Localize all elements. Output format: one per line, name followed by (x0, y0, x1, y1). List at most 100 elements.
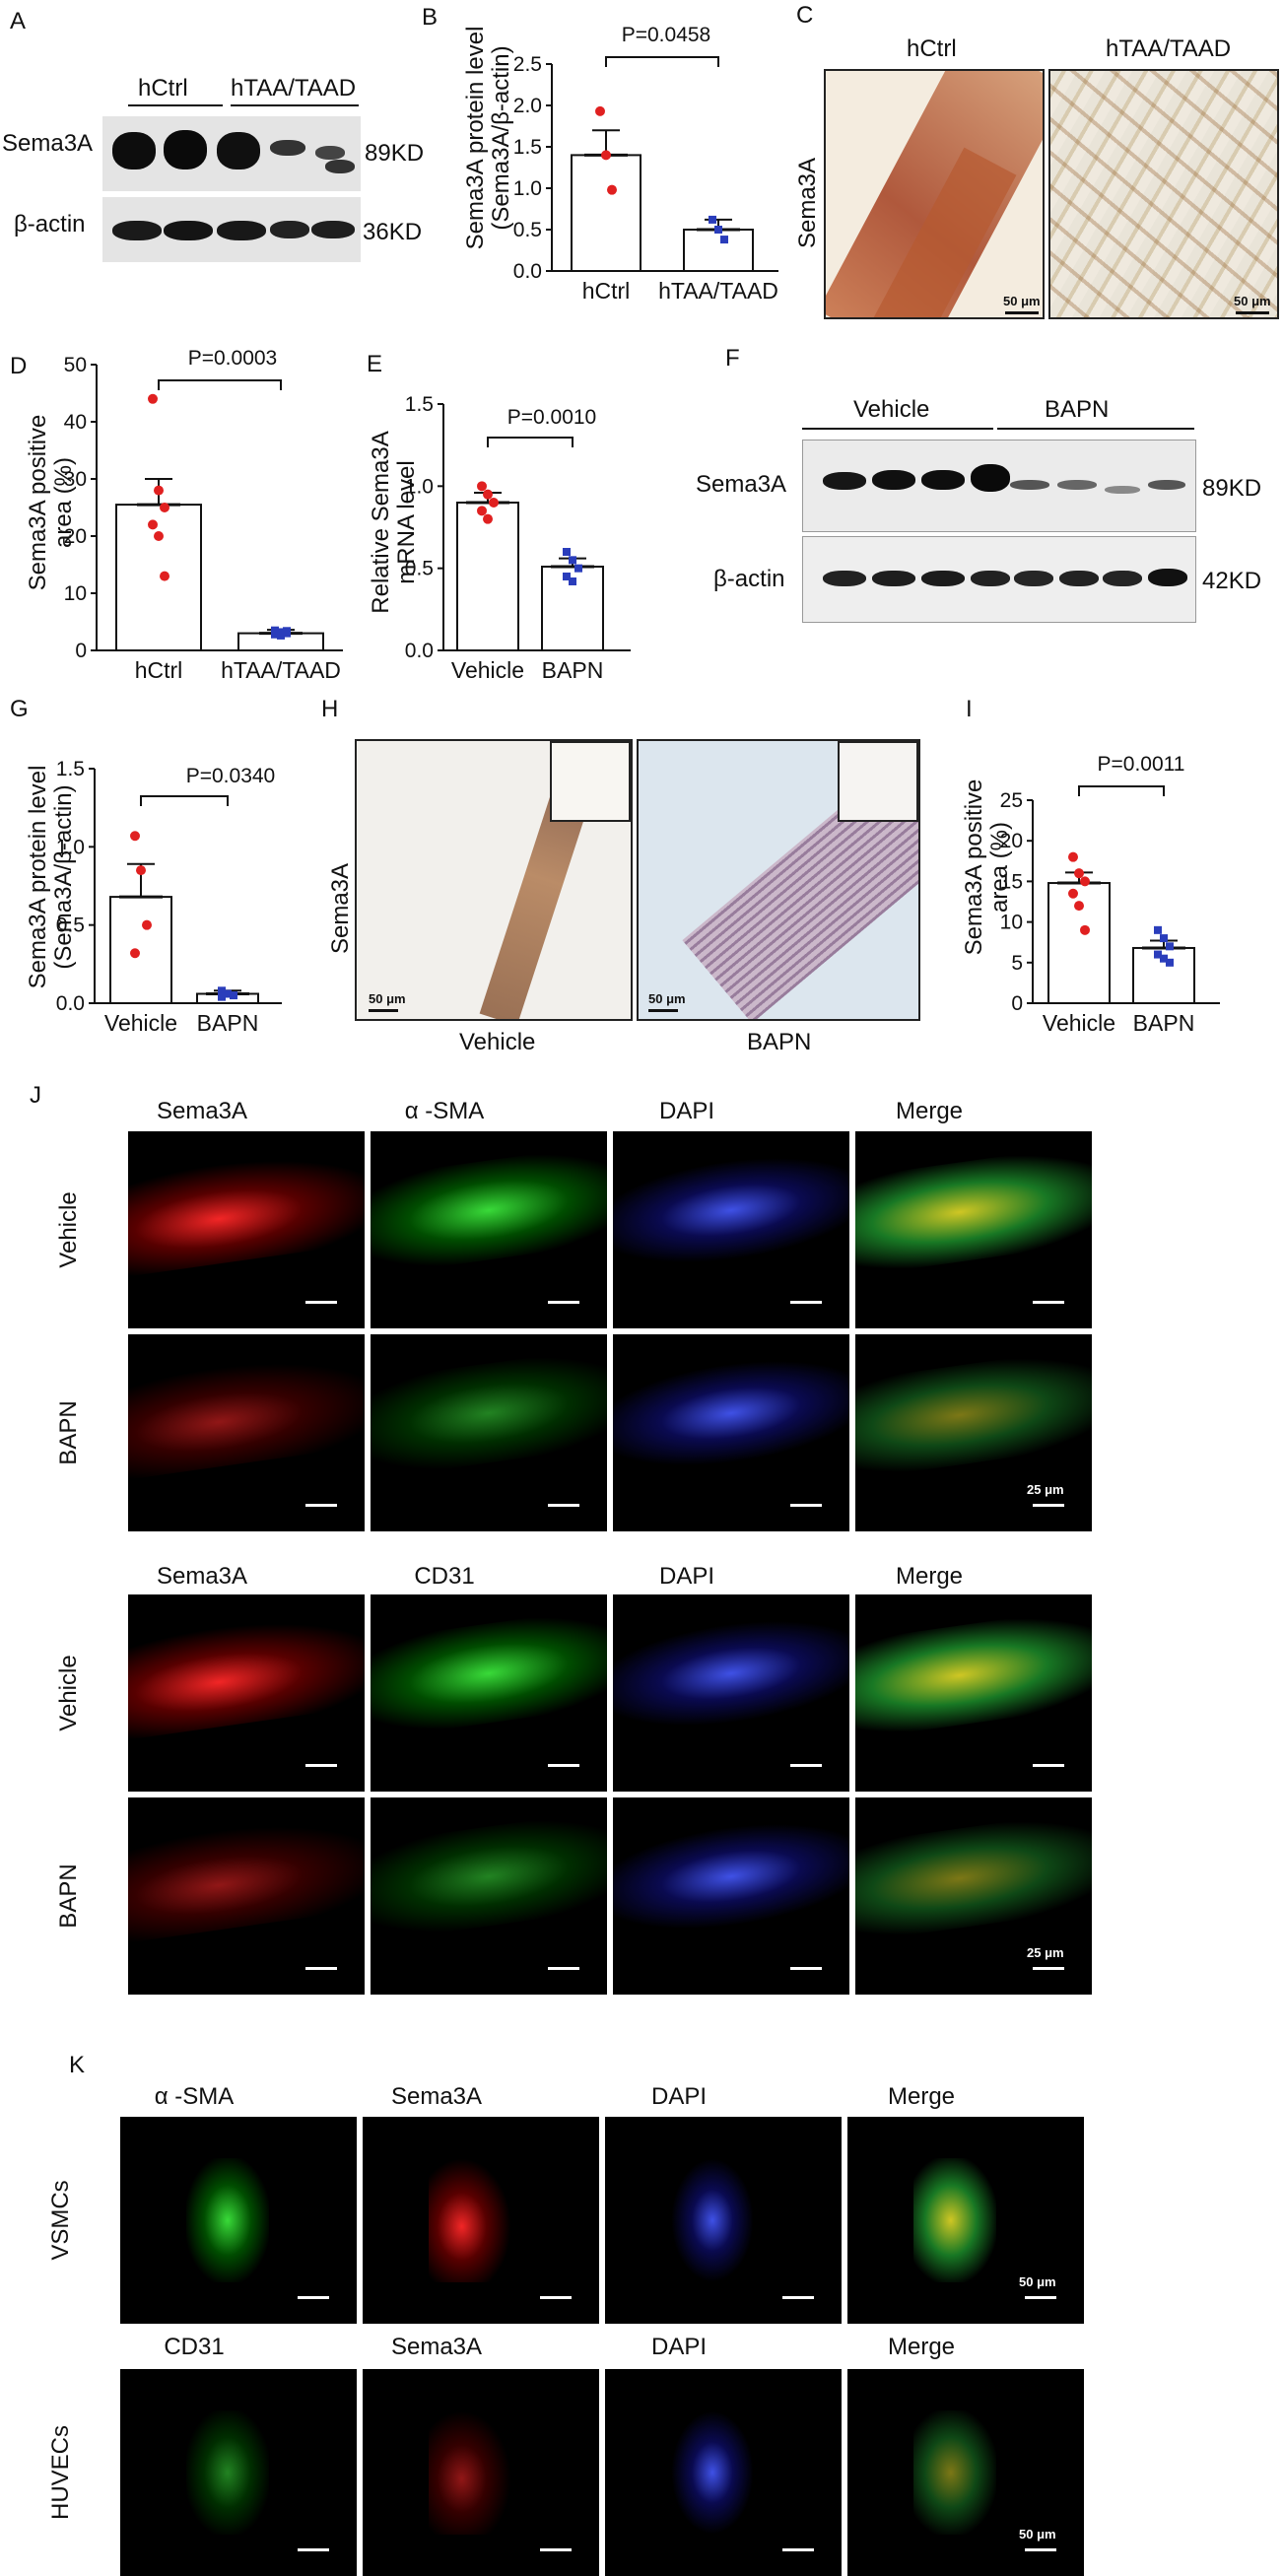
chart-i-point-0-2 (1080, 876, 1090, 887)
fluor-j2-image-r2-c3 (613, 1797, 849, 1995)
chart-d-point-1-3 (271, 630, 279, 639)
chart-b-point-0-0 (595, 105, 605, 116)
fluor-j1-image-r1-c4 (855, 1131, 1092, 1328)
ihc-h-bapn-scale-text: 50 μm (648, 991, 686, 1006)
chart-g-point-0-3 (130, 948, 140, 959)
chart-d-sig-bracket (158, 379, 282, 390)
chart-b: Sema3A protein level (Sema3A/β-actin) 0.… (462, 24, 778, 304)
chart-b-ylabel-2: (Sema3A/β-actin) (488, 45, 514, 230)
chart-g-point-1-1 (224, 989, 232, 998)
fluor-k2-scalebar-r1-c4 (1025, 2548, 1056, 2551)
blot-f-actin-strip (802, 536, 1196, 623)
chart-e-yticklabel-1: 0.5 (405, 558, 434, 580)
chart-g-plot: Vehicle BAPN (104, 795, 259, 1036)
panel-letter-d: D (10, 353, 28, 379)
chart-b-plot: hCtrl hTAA/TAAD (571, 56, 778, 304)
chart-e-yticklabel-3: 1.5 (405, 393, 434, 416)
fluor-j2-image-r2-c1 (128, 1797, 365, 1995)
fluor-k1-title-1: α -SMA (154, 2083, 235, 2110)
chart-i-point-0-3 (1068, 888, 1078, 899)
chart-i-point-1-5 (1166, 958, 1174, 967)
chart-i-sig-bracket (1078, 785, 1165, 796)
chart-g-yticklabel-3: 1.5 (56, 758, 85, 780)
ihc-h-vehicle-scale-bar (369, 1009, 398, 1012)
fluor-j1-scalebar-r1-c4 (1033, 1301, 1064, 1304)
fluor-j1-title-3: DAPI (658, 1098, 714, 1124)
chart-e: Relative Sema3A mRNA level 0.00.51.01.5 … (368, 393, 631, 683)
chart-e-point-0-0 (477, 481, 487, 492)
fluor-j1-title-4: Merge (895, 1098, 964, 1124)
fluor-j2-scalebar-r2-c1 (305, 1967, 337, 1970)
fluor-j2-title-3: DAPI (658, 1563, 714, 1590)
chart-d-ylabel-1: Sema3A positive (25, 415, 51, 591)
fluor-j1-scalebar-r2-c3 (790, 1504, 822, 1507)
fluor-j2-scale-text: 25 μm (1027, 1945, 1064, 1960)
chart-g-point-0-2 (142, 919, 152, 930)
fluor-j2-image-r1-c4 (855, 1594, 1092, 1792)
blot-a-group-hctrl: hCtrl (138, 75, 188, 102)
chart-d-point-1-5 (283, 627, 291, 636)
fluor-k2-image-r1-c3 (605, 2369, 842, 2576)
fluor-j1-scalebar-r2-c1 (305, 1504, 337, 1507)
chart-e-xlabel-0: Vehicle (451, 657, 524, 683)
panel-letter-h: H (321, 696, 339, 722)
ihc-c-title-hctrl: hCtrl (907, 35, 957, 62)
ihc-h-row-label: Sema3A (327, 862, 354, 955)
fluor-k1-image-r1-c4: 50 μm (847, 2117, 1084, 2324)
fluor-k2-title-4: Merge (887, 2334, 956, 2360)
chart-g: Sema3A protein level (Sema3A/β-actin) 0.… (25, 758, 282, 1036)
chart-d-bar-0 (115, 504, 202, 651)
blot-f-row-actin: β-actin (713, 566, 785, 592)
fluor-j2-scalebar-r1-c2 (548, 1764, 579, 1767)
chart-b-yticklabel-3: 1.5 (513, 136, 542, 159)
fluor-k1-scale-text: 50 μm (1019, 2274, 1056, 2289)
chart-e-pvalue: P=0.0010 (507, 406, 597, 429)
fluor-j2-scalebar-r2-c3 (790, 1967, 822, 1970)
fluor-j1-scale-text: 25 μm (1027, 1482, 1064, 1497)
ihc-h-vehicle-scale-text: 50 μm (369, 991, 406, 1006)
fluor-j1-image-r2-c4: 25 μm (855, 1334, 1092, 1531)
ihc-h-caption-bapn: BAPN (747, 1029, 812, 1055)
chart-b-point-1-0 (709, 215, 716, 224)
chart-g-point-0-1 (136, 865, 146, 876)
chart-g-ylabel-2: (Sema3A/β-actin) (50, 784, 77, 969)
ihc-h-vehicle-inset (550, 741, 631, 822)
chart-b-yticklabel-5: 2.5 (513, 53, 542, 76)
chart-e-plot: Vehicle BAPN (451, 437, 604, 683)
blot-f-group-vehicle: Vehicle (853, 396, 930, 423)
fluor-j2-rowlabel-1: Vehicle (55, 1655, 82, 1731)
fluor-k1-image-r1-c3 (605, 2117, 842, 2324)
ihc-c-htaa-image: 50 μm (1048, 69, 1279, 319)
fluor-j1-title-2: α -SMA (404, 1098, 485, 1124)
chart-i: Sema3A positive area (%) 0 5 10 15 20 25 P=0.… (961, 753, 1220, 1036)
fluor-j2-image-r2-c4: 25 μm (855, 1797, 1092, 1995)
fluor-j2-image-r2-c2 (371, 1797, 607, 1995)
chart-e-point-1-3 (563, 573, 571, 580)
blot-f-group-bapn: BAPN (1045, 396, 1110, 423)
blot-f-sema3a-strip (802, 440, 1196, 532)
chart-b-sig-bracket (605, 56, 719, 67)
fluor-k2-title-3: DAPI (650, 2334, 707, 2360)
panel-letter-j: J (30, 1082, 41, 1109)
chart-g-point-1-3 (218, 992, 226, 1001)
fluor-j2-title-1: Sema3A (156, 1563, 248, 1590)
chart-b-yticklabel-2: 1.0 (513, 177, 542, 200)
fluor-j2-title-4: Merge (895, 1563, 964, 1590)
chart-i-yticklabel-0: 0 (1011, 992, 1023, 1015)
fluor-j1-scalebar-r2-c4 (1033, 1504, 1064, 1507)
chart-e-yticklabel-2: 1.0 (405, 475, 434, 498)
fluor-j2-image-r1-c2 (371, 1594, 607, 1792)
chart-e-point-1-0 (563, 548, 571, 556)
fluor-j2-title-2: CD31 (414, 1563, 475, 1590)
chart-d-point-0-4 (154, 531, 164, 541)
chart-b-point-0-2 (607, 184, 617, 195)
chart-d-yticklabel-3: 30 (64, 468, 87, 491)
ihc-c-scale-bar (1005, 311, 1039, 314)
panel-letter-g: G (10, 696, 29, 722)
chart-i-point-0-4 (1074, 901, 1084, 912)
chart-i-plot: Vehicle BAPN (1043, 785, 1195, 1036)
chart-e-point-0-1 (483, 489, 493, 500)
chart-i-point-1-4 (1160, 954, 1168, 963)
panel-letter-b: B (422, 4, 439, 31)
fluor-k2-image-r1-c4: 50 μm (847, 2369, 1084, 2576)
